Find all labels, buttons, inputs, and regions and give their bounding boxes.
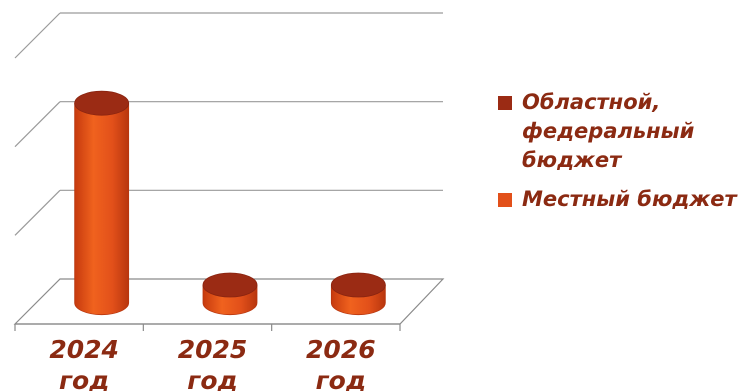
legend-item-local: Местный бюджет [498,185,738,214]
legend-swatch-local [498,193,512,207]
bar-cylinder [330,272,386,316]
category-label: 2026 год [306,335,376,391]
bar-cylinder [202,272,258,316]
bar-body [74,102,130,316]
gridline-side [14,189,61,236]
legend-swatch-regional-federal [498,96,512,110]
bar-top [330,272,386,298]
category-labels: 2024 год 2025 год 2026 год [49,335,375,391]
bar-top [202,272,258,298]
category-label: 2025 год [178,335,248,391]
gridline-side [14,101,61,148]
legend-label-local: Местный бюджет [522,187,737,211]
legend-item-regional-federal: Областной, федеральный бюджет [498,88,738,175]
bar-cylinder [74,90,130,316]
category-label: 2024 год [49,335,119,391]
bars [74,90,386,316]
bar-top [74,90,130,116]
legend-label-regional-federal: Областной, федеральный бюджет [522,90,695,172]
gridline-side [14,12,61,59]
legend: Областной, федеральный бюджет Местный бю… [498,88,738,224]
